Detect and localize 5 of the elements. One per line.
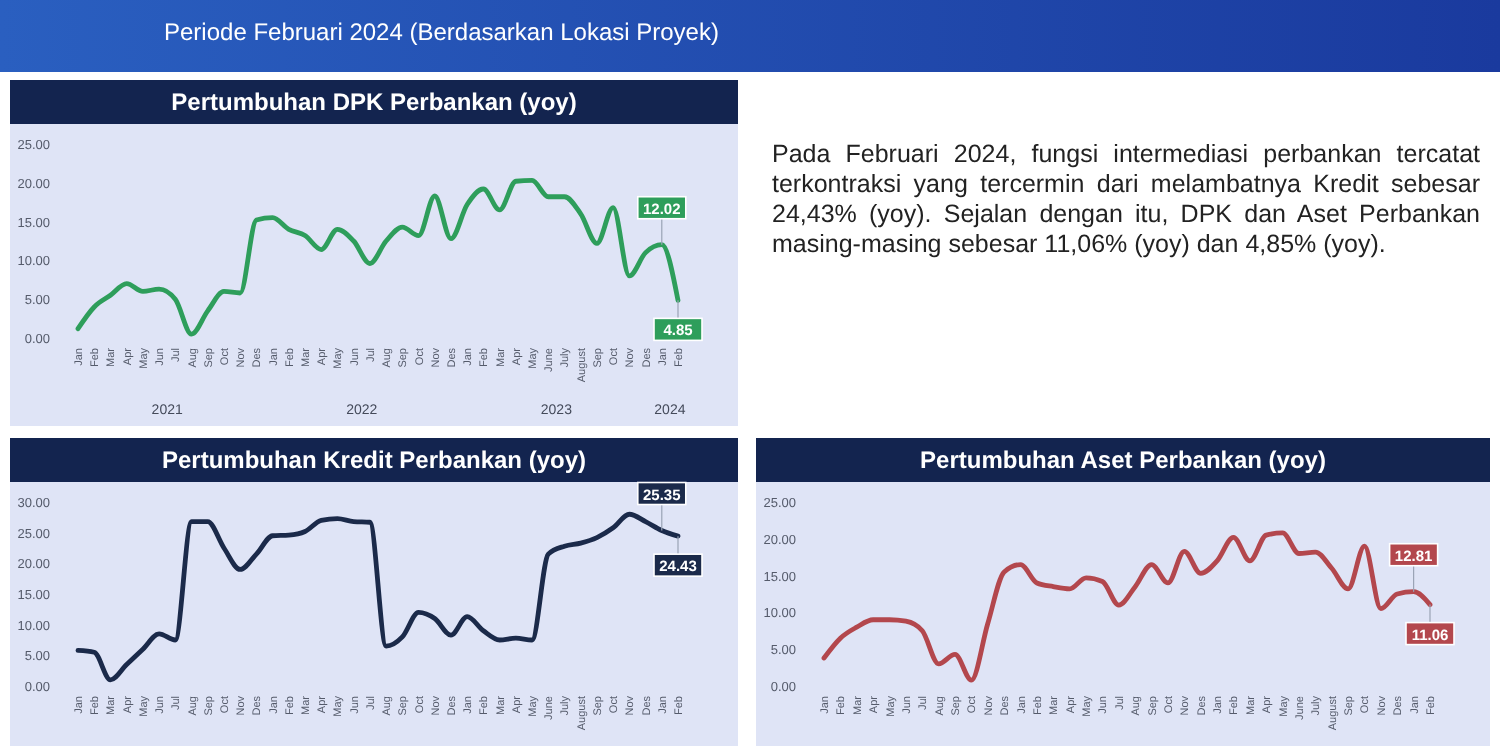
- text: Pada Februari 2024, fungsi intermediasi perbankan tercatat terkontraksi yang tercermin dari melambatnya Kredit sebesar 24,43% (yoy). Sejalan dengan itu, DPK dan Aset Perbankan masing-masing sebesar 11,06% (yoy) dan 4,85% (yoy).: [772, 140, 1480, 260]
- chart-title: Pertumbuhan DPK Perbankan (yoy): [171, 88, 577, 116]
- text: Periode Februari 2024 (Berdasarkan Lokasi Proyek): [164, 18, 719, 46]
- chart-title: Pertumbuhan Kredit Perbankan (yoy): [161, 446, 587, 474]
- chart-title: Pertumbuhan Aset Perbankan (yoy): [920, 446, 1326, 474]
